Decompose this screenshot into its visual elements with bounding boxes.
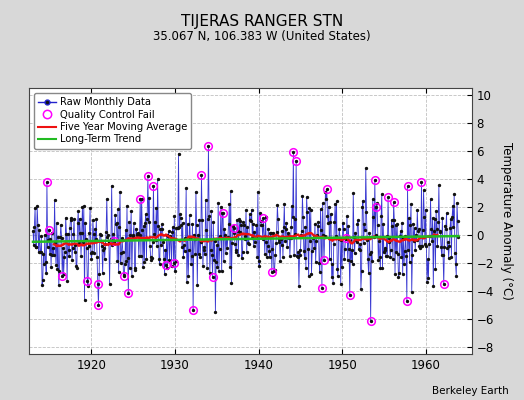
Y-axis label: Temperature Anomaly (°C): Temperature Anomaly (°C) (500, 142, 514, 300)
Text: TIJERAS RANGER STN: TIJERAS RANGER STN (181, 14, 343, 29)
Legend: Raw Monthly Data, Quality Control Fail, Five Year Moving Average, Long-Term Tren: Raw Monthly Data, Quality Control Fail, … (34, 93, 191, 148)
Text: 35.067 N, 106.383 W (United States): 35.067 N, 106.383 W (United States) (153, 30, 371, 43)
Text: Berkeley Earth: Berkeley Earth (432, 386, 508, 396)
